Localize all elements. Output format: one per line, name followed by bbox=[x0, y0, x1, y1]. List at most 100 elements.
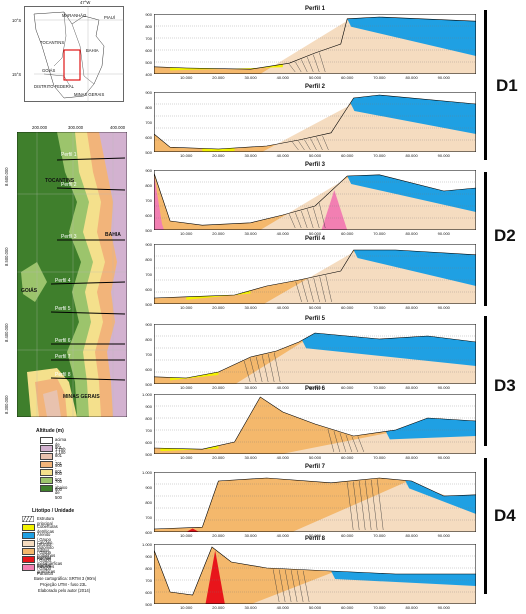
x-tick-label: 60.000 bbox=[341, 75, 354, 80]
x-tick-label: 40.000 bbox=[276, 605, 289, 610]
profile-title: Perfil 8 bbox=[304, 536, 325, 542]
map-profile-label: Perfil 3 bbox=[61, 234, 77, 240]
x-tick-label: 80.000 bbox=[405, 455, 418, 460]
structure-hatch bbox=[319, 276, 326, 303]
structure-hatch bbox=[255, 356, 263, 383]
structure-hatch bbox=[301, 210, 308, 229]
domain-bar-d1 bbox=[484, 10, 487, 160]
altitude-swatch bbox=[40, 445, 53, 452]
x-tick-label: 10.000 bbox=[180, 533, 193, 538]
y-tick-label: 700 bbox=[145, 515, 152, 520]
x-tick-label: 10.000 bbox=[180, 605, 193, 610]
structure-hatch bbox=[365, 480, 372, 531]
litho-label: Arenito / Grupo Urucuia bbox=[37, 532, 52, 547]
litho-swatch bbox=[22, 556, 35, 563]
x-tick-label: 80.000 bbox=[405, 153, 418, 158]
plot-frame bbox=[154, 394, 476, 454]
cobertura-area bbox=[160, 445, 219, 452]
profile-panel: Perfil 6 1.000 900 800 700 600 500 10.000 20.000… bbox=[142, 386, 477, 464]
granito-area bbox=[154, 174, 164, 230]
x-tick-label: 70.000 bbox=[373, 231, 386, 236]
structure-hatch bbox=[357, 436, 365, 453]
terrain-line bbox=[154, 172, 477, 226]
structure-hatch bbox=[359, 480, 366, 531]
y-tick-label: 500 bbox=[145, 452, 152, 457]
x-tick-label: 20.000 bbox=[212, 75, 225, 80]
y-tick-label: 700 bbox=[145, 428, 152, 433]
x-tick-label: 60.000 bbox=[341, 533, 354, 538]
x-tick-label: 80.000 bbox=[405, 231, 418, 236]
urucuia-area bbox=[347, 17, 476, 56]
litho-label: Coberturas detríticas bbox=[37, 524, 58, 534]
terrain-line bbox=[154, 332, 477, 379]
y-tick-label: 400 bbox=[145, 72, 152, 77]
x-tick-label: 50.000 bbox=[308, 455, 322, 460]
x-tick-label: 20.000 bbox=[212, 385, 225, 390]
y-tick-label: 900 bbox=[145, 12, 152, 17]
domain-label-d4: D4 bbox=[494, 506, 516, 525]
x-tick-label: 40.000 bbox=[276, 153, 289, 158]
y-tick-label: 700 bbox=[145, 36, 152, 41]
structure-hatch bbox=[267, 353, 275, 383]
profile-panel: Perfil 7 1.000 900 800 700 600 10.000 20.000 30.… bbox=[142, 464, 477, 542]
map-x-tick: 400.000 bbox=[110, 125, 126, 130]
locator-place: TOCANTINS bbox=[40, 40, 65, 45]
urucuia-area bbox=[405, 480, 476, 514]
y-tick-label: 800 bbox=[145, 500, 152, 505]
domain-bar-d3 bbox=[484, 316, 487, 446]
y-tick-label: 600 bbox=[145, 135, 152, 140]
y-tick-label: 500 bbox=[145, 602, 152, 607]
structure-hatch bbox=[371, 479, 378, 531]
structure-hatch bbox=[289, 214, 296, 229]
locator-map-svg bbox=[24, 6, 124, 102]
y-tick-label: 900 bbox=[145, 485, 152, 490]
map-x-tick: 300.000 bbox=[68, 125, 84, 130]
profile-line bbox=[50, 311, 126, 315]
domain-label-d1: D1 bbox=[496, 76, 518, 95]
plot-frame bbox=[154, 14, 476, 74]
structure-hatch bbox=[295, 212, 302, 229]
plot-frame bbox=[154, 170, 476, 230]
y-tick-label: 600 bbox=[145, 367, 152, 372]
altitude-swatch bbox=[40, 461, 53, 468]
structure-hatch bbox=[322, 135, 329, 151]
map-profile-label: Perfil 1 bbox=[61, 152, 77, 158]
structure-hatch bbox=[249, 358, 257, 383]
x-tick-label: 50.000 bbox=[308, 75, 322, 80]
altitude-swatch bbox=[40, 437, 53, 444]
source-line: Projeção UTM - fuso 23L bbox=[40, 582, 87, 587]
locator-map: 47°W 10°S 15°S MARANHÃO PIAUÍ TOCANTINS … bbox=[12, 0, 124, 102]
x-tick-label: 20.000 bbox=[212, 533, 225, 538]
map-y-tick: 8.400.000 bbox=[4, 323, 9, 342]
y-tick-label: 700 bbox=[145, 120, 152, 125]
x-tick-label: 30.000 bbox=[244, 385, 257, 390]
litho-swatch bbox=[22, 548, 35, 555]
x-tick-label: 70.000 bbox=[373, 385, 386, 390]
x-tick-label: 60.000 bbox=[341, 385, 354, 390]
litho-label: Estrutura principal bbox=[37, 516, 54, 526]
y-tick-label: 600 bbox=[145, 287, 152, 292]
locator-place: MARANHÃO bbox=[62, 13, 87, 18]
x-tick-label: 20.000 bbox=[212, 153, 225, 158]
map-y-tick: 8.500.000 bbox=[4, 247, 9, 266]
profile-title: Perfil 4 bbox=[304, 236, 325, 242]
x-tick-label: 60.000 bbox=[341, 305, 354, 310]
x-tick-label: 50.000 bbox=[308, 385, 322, 390]
profile-panel: Perfil 8 1.000 900 800 700 600 500 10.000 20.000… bbox=[142, 536, 476, 614]
x-tick-label: 60.000 bbox=[341, 605, 354, 610]
x-tick-label: 70.000 bbox=[373, 533, 386, 538]
terrain-line bbox=[154, 16, 477, 70]
altitude-legend-title: Altitude (m) bbox=[36, 428, 64, 434]
y-tick-label: 800 bbox=[145, 337, 152, 342]
altitude-label: 501 - 600 bbox=[55, 477, 62, 492]
structure-hatch bbox=[353, 481, 360, 531]
litho-label: Intrusões graníticas bbox=[37, 564, 56, 574]
x-tick-label: 20.000 bbox=[212, 231, 225, 236]
x-tick-label: 80.000 bbox=[405, 75, 418, 80]
profile-plot bbox=[154, 170, 477, 230]
terrain-line bbox=[154, 249, 477, 299]
map-profile-label: Perfil 7 bbox=[55, 354, 71, 360]
structure-hatch bbox=[289, 64, 296, 73]
structure-hatch bbox=[377, 479, 384, 531]
profile-title: Perfil 2 bbox=[304, 84, 325, 90]
